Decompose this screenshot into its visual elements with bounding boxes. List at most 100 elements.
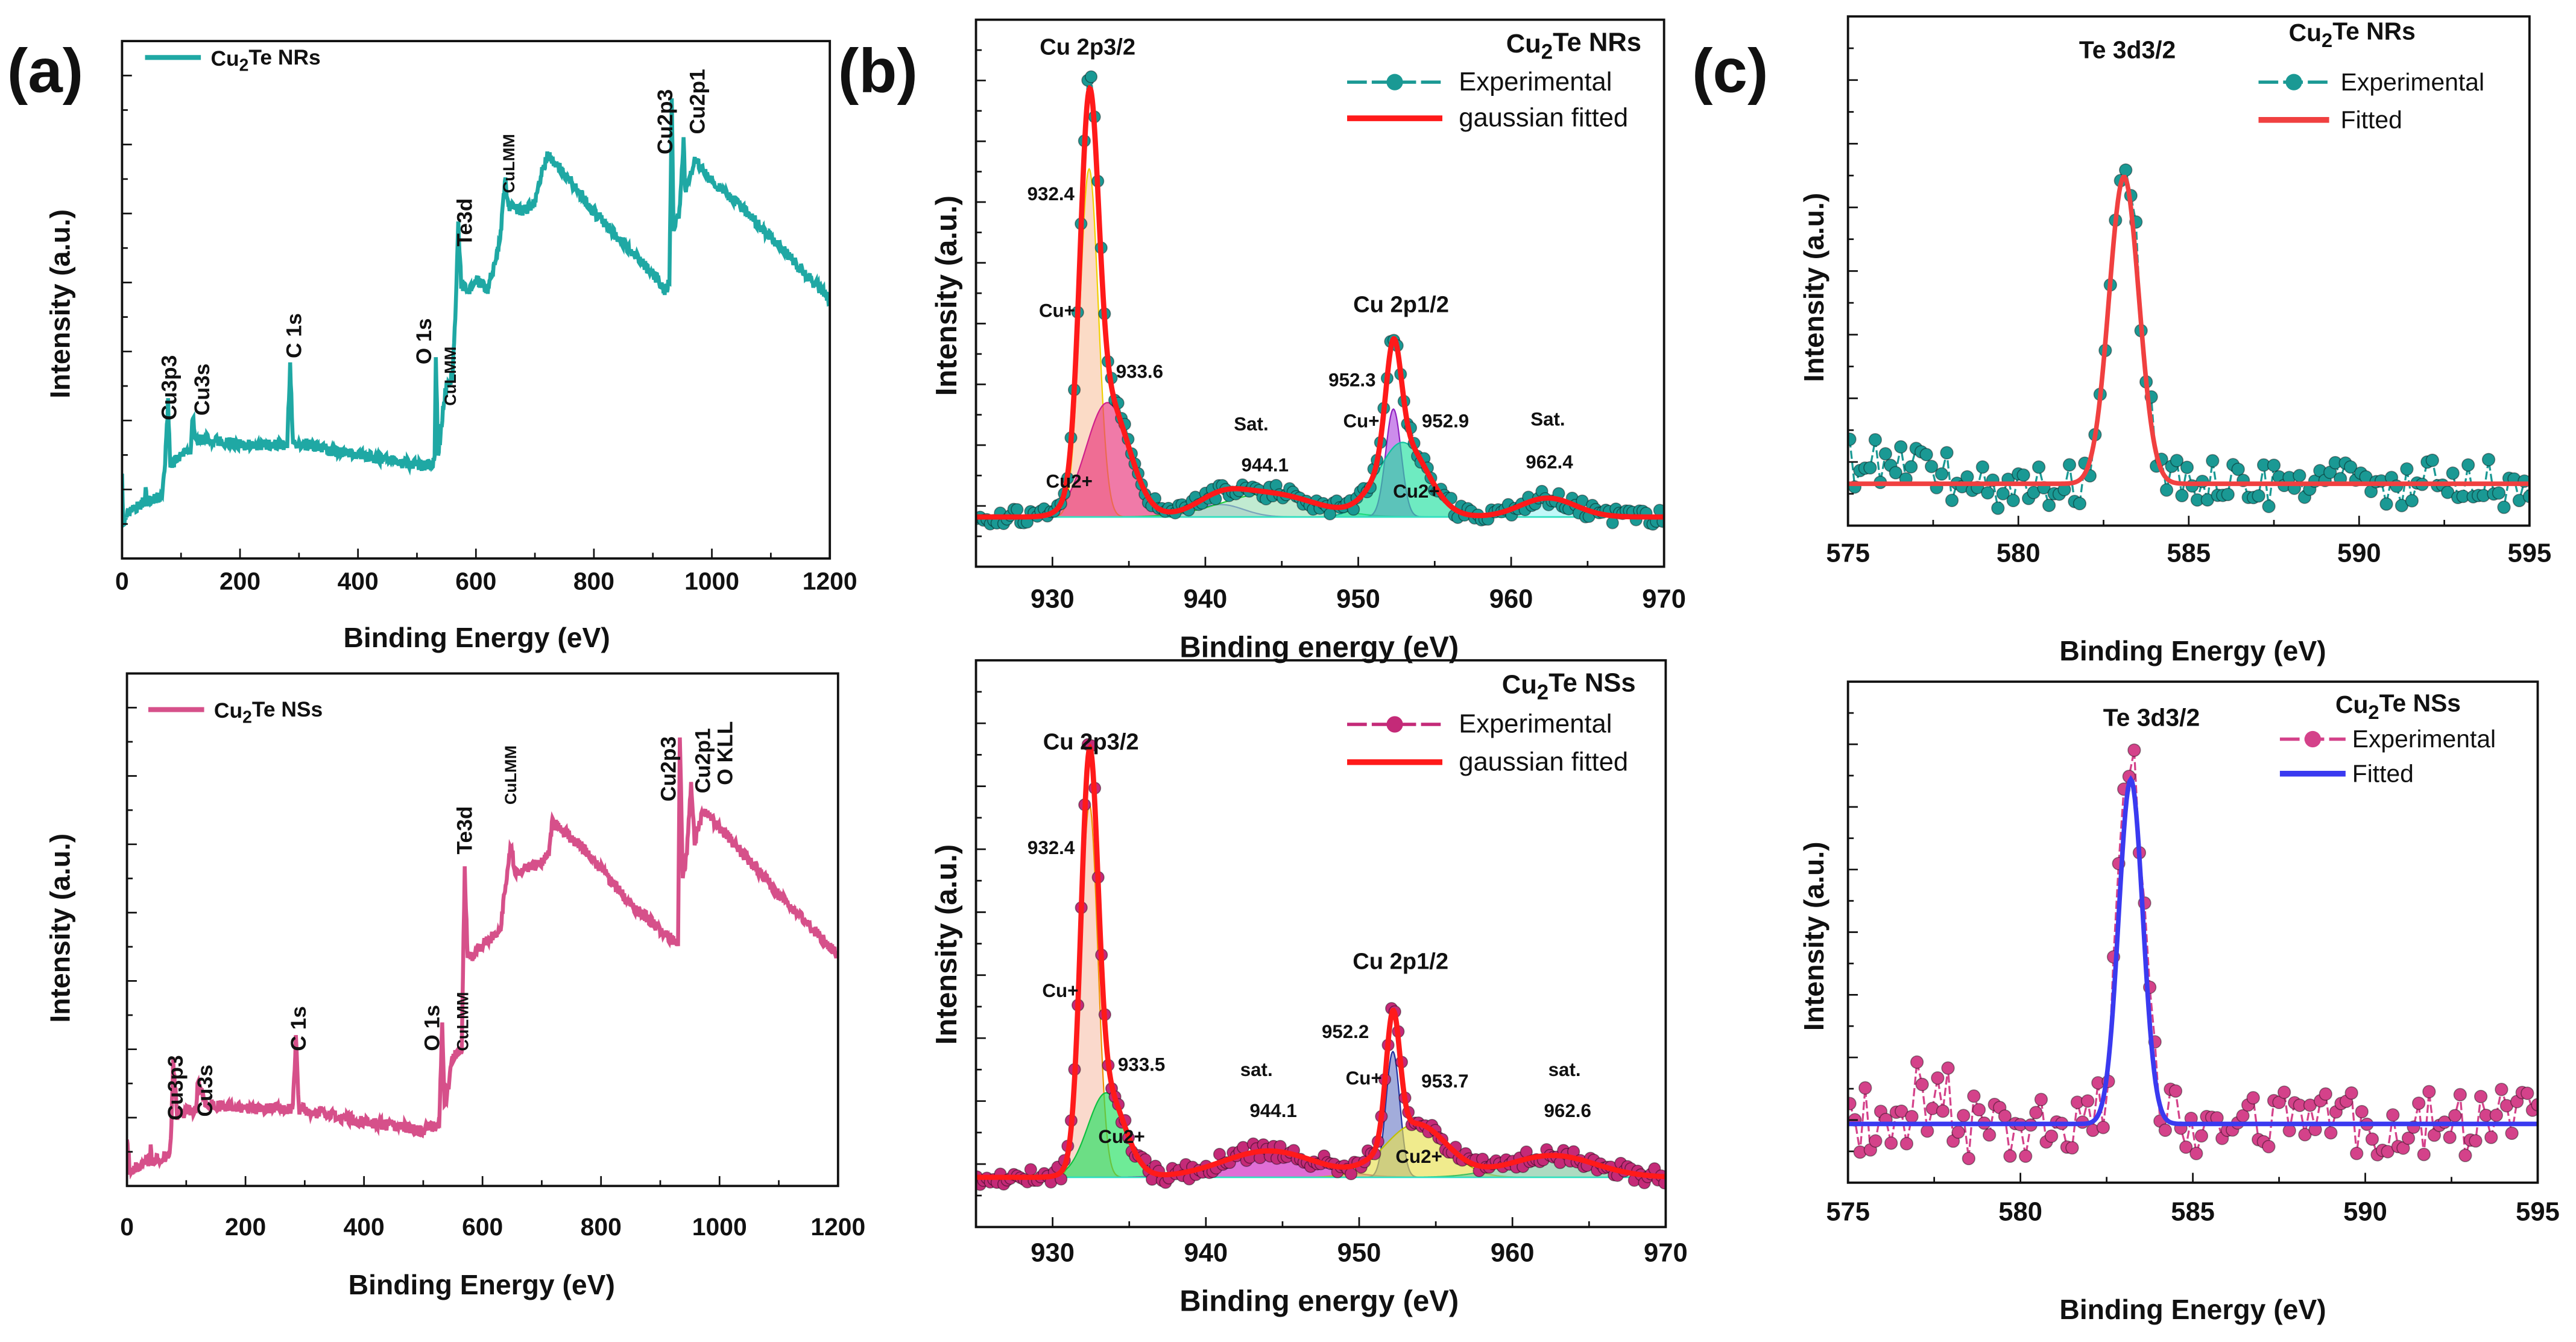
x-tick-label: 800 [573,568,614,595]
experimental-point [1924,460,1939,473]
experimental-point [2441,486,2455,499]
experimental-point [2381,1145,2394,1159]
peak-label: sat. [1240,1059,1273,1080]
experimental-point [1972,1103,1986,1117]
experimental-point [2412,1096,2426,1110]
x-tick-label: 575 [1826,539,1870,568]
experimental-point [2461,458,2475,472]
experimental-point [2394,499,2409,513]
text-span: Cu [1502,670,1537,699]
x-tick-label: 950 [1336,585,1380,614]
peak-label: Cu3p3 [163,1055,188,1120]
experimental-point [2096,1121,2110,1135]
panel-label-b: (b) [838,36,918,106]
experimental-point [2065,1141,2079,1155]
experimental-point [2180,460,2194,475]
x-tick-label: 585 [2171,1197,2215,1226]
experimental-point [1991,501,2005,515]
text-span: Te NSs [252,697,323,721]
x-tick-label: 940 [1184,1239,1228,1268]
text-span: Te NSs [1548,669,1635,698]
peak-label: Cu 2p3/2 [1043,729,1139,755]
experimental-point [1975,460,1990,474]
legend-label: Fitted [2352,759,2414,787]
legend-title: Cu2Te NSs [1502,669,1636,704]
experimental-point [2489,1108,2504,1122]
experimental-point [2170,454,2184,467]
experimental-point [1962,1151,1976,1165]
experimental-point [2521,1086,2534,1100]
peak-label: Cu2+ [1393,481,1439,502]
plot-area [1848,743,2538,1165]
experimental-point [1344,1167,1358,1180]
x-tick-label: 600 [462,1213,503,1241]
x-tick-label: 1000 [684,568,739,595]
experimental-point [2293,469,2306,483]
y-axis-label: Intensity (a.u.) [1798,193,1829,382]
plot-area [127,737,838,1180]
peak-label: 944.1 [1250,1100,1297,1121]
experimental-point [2262,1139,2276,1154]
x-tick-label: 585 [2167,539,2211,568]
experimental-point [2319,1087,2332,1101]
experimental-point [1934,467,1949,481]
text-span: Te NRs [2332,17,2416,45]
experimental-point [2246,1090,2260,1105]
experimental-point [1957,1109,1971,1122]
legend-label: Experimental [1459,710,1612,739]
x-tick-label: 590 [2337,539,2381,568]
legend-title: Cu2Te NRs [2289,17,2416,51]
experimental-point [1904,460,1918,474]
peak-label: 952.9 [1422,411,1469,432]
text-span: 2 [1537,681,1548,704]
peak-label: 933.6 [1116,361,1163,382]
peak-label: Cu+ [1042,980,1078,1001]
experimental-point [2453,1087,2467,1102]
experimental-point [2495,1083,2508,1097]
peak-label: Sat. [1530,408,1565,429]
chart-c-top: Te 3d3/2 Cu2Te NRs Experimental Fitted 575 58… [1798,15,2551,666]
peak-label: Cu3p3 [157,355,181,420]
fitted-line [976,84,1664,520]
peak-label: CuLMM [441,347,459,406]
x-tick-label: 1000 [692,1213,747,1241]
series-line [122,98,830,528]
experimental-point [2231,462,2245,476]
experimental-point [2277,1085,2291,1100]
peak-label: Cu2p3 [656,736,680,802]
experimental-point [2019,1149,2033,1163]
experimental-point [2405,494,2419,508]
experimental-point [2006,493,2020,508]
text-span: Cu [214,698,242,723]
text-span: Te NSs [2379,689,2461,717]
peak-label: Cu3s [190,364,214,416]
text-span: Te NRs [1553,28,1641,57]
legend-marker [1386,74,1403,90]
x-tick-label: 600 [455,568,496,595]
experimental-point [1863,461,1877,475]
experimental-point [2484,1130,2498,1144]
experimental-point [2505,1126,2519,1141]
y-axis-label: Intensity (a.u.) [44,834,75,1023]
experimental-point [1868,433,1883,447]
experimental-point [2473,1089,2488,1104]
peak-label: Cu2p3 [653,89,677,154]
peak-label: 933.5 [1118,1054,1165,1075]
experimental-point [2458,1148,2472,1162]
experimental-point [2262,499,2276,513]
peak-label: Cu3s [193,1065,217,1117]
legend-title: Cu2Te NRs [1506,28,1641,64]
experimental-point [2175,489,2189,502]
experimental-point [1981,486,1995,500]
experimental-point [2194,1129,2209,1143]
experimental-point [1967,1089,1981,1103]
peak-label: 932.4 [1028,837,1075,858]
peak-label: Cu2+ [1046,470,1093,492]
peak-label: CuLMM [499,134,518,193]
experimental-point [2034,1092,2048,1107]
fit-component [1021,402,1194,518]
y-axis-label: Intensity (a.u.) [1798,841,1829,1031]
experimental-point [2016,468,2030,482]
